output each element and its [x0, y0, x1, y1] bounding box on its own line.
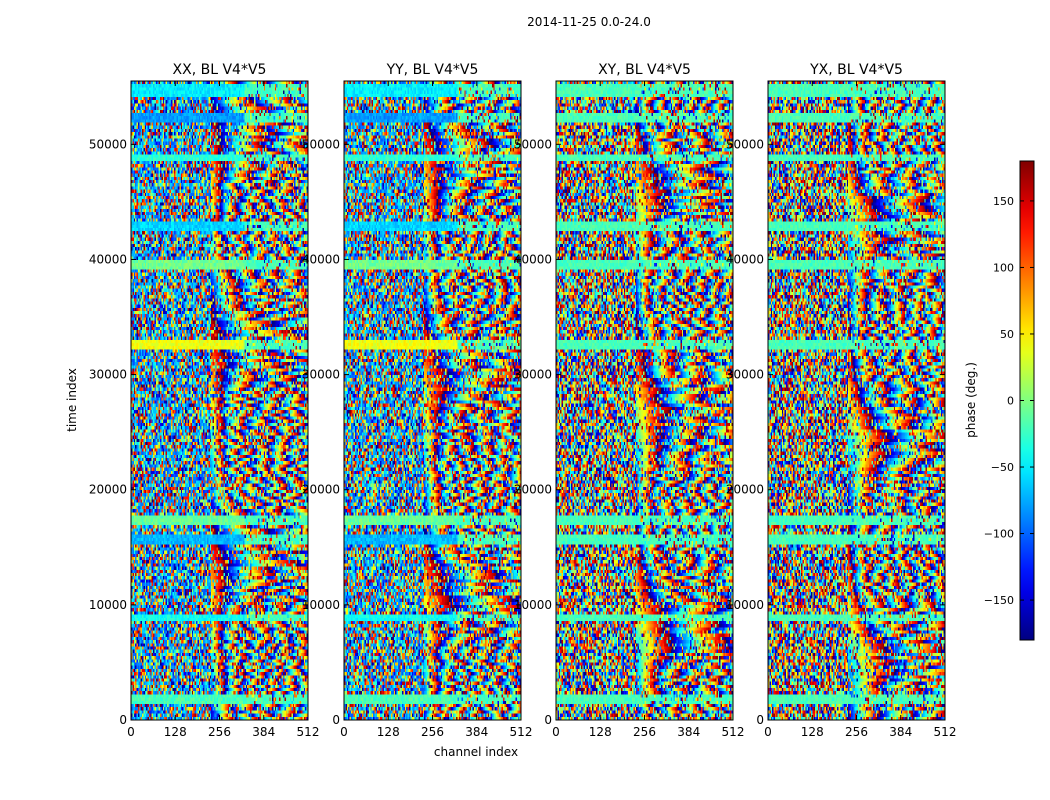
x-tick-label: 256	[208, 725, 231, 739]
x-tick-label: 256	[633, 725, 656, 739]
y-tick-label: 40000	[726, 252, 764, 266]
x-tick-label: 0	[340, 725, 348, 739]
heatmap-image-yy	[344, 81, 521, 720]
y-axis-label: time index	[65, 368, 79, 432]
y-tick-label: 10000	[514, 598, 552, 612]
colorbar-tick-label: 50	[1000, 328, 1014, 341]
panel-title: XX, BL V4*V5	[173, 62, 267, 78]
x-tick-label: 0	[127, 725, 135, 739]
panel-yx: YX, BL V4*V5 0 128 256 384 512 0 10000 20000 3000…	[726, 62, 957, 739]
colorbar-tick-label: −150	[984, 594, 1014, 607]
figure-suptitle: 2014-11-25 0.0-24.0	[527, 15, 651, 29]
x-tick-label: 256	[845, 725, 868, 739]
y-tick-label: 30000	[89, 368, 127, 382]
y-tick-label: 40000	[514, 252, 552, 266]
x-tick-label: 384	[252, 725, 275, 739]
colorbar: −150 −100 −50 0 50 100 150	[984, 160, 1035, 641]
colorbar-label: phase (deg.)	[964, 362, 978, 438]
panel-yy: YY, BL V4*V5 0 128 256 384 512 0 10000 20000 3000…	[302, 62, 533, 739]
y-tick-label: 0	[756, 713, 764, 727]
x-tick-label: 256	[421, 725, 444, 739]
panels-group: XX, BL V4*V5 0 128 256 384 512 0 10000 20000 3000…	[89, 62, 957, 739]
y-tick-label: 10000	[89, 598, 127, 612]
x-tick-label: 512	[722, 725, 745, 739]
y-tick-label: 0	[332, 713, 340, 727]
heatmap-image-xx	[131, 81, 308, 720]
y-tick-label: 0	[119, 713, 127, 727]
y-tick-label: 20000	[302, 483, 340, 497]
x-tick-label: 0	[764, 725, 772, 739]
panel-xy: XY, BL V4*V5 0 128 256 384 512 0 10000 20000 3000…	[514, 62, 745, 739]
colorbar-tick-label: −100	[984, 528, 1014, 541]
x-tick-label: 512	[510, 725, 533, 739]
x-tick-label: 512	[934, 725, 957, 739]
x-tick-label: 384	[677, 725, 700, 739]
y-tick-label: 50000	[726, 137, 764, 151]
panel-xx: XX, BL V4*V5 0 128 256 384 512 0 10000 20000 3000…	[89, 62, 320, 739]
x-tick-label: 128	[801, 725, 824, 739]
x-tick-label: 512	[297, 725, 320, 739]
x-tick-label: 128	[377, 725, 400, 739]
panel-title: YY, BL V4*V5	[386, 62, 479, 78]
y-tick-label: 10000	[302, 598, 340, 612]
y-tick-label: 20000	[89, 483, 127, 497]
heatmap-image-yx	[768, 81, 945, 720]
y-tick-label: 10000	[726, 598, 764, 612]
y-tick-label: 50000	[89, 137, 127, 151]
x-tick-label: 384	[889, 725, 912, 739]
y-tick-label: 30000	[302, 368, 340, 382]
panel-title: YX, BL V4*V5	[809, 62, 903, 78]
x-tick-label: 128	[164, 725, 187, 739]
y-tick-label: 50000	[302, 137, 340, 151]
colorbar-tick-label: 0	[1007, 395, 1014, 408]
y-tick-label: 40000	[89, 252, 127, 266]
x-tick-label: 384	[465, 725, 488, 739]
panel-title: XY, BL V4*V5	[598, 62, 691, 78]
y-tick-label: 40000	[302, 252, 340, 266]
y-tick-label: 20000	[726, 483, 764, 497]
y-tick-label: 0	[544, 713, 552, 727]
colorbar-tick-label: −50	[991, 461, 1014, 474]
y-tick-label: 30000	[514, 368, 552, 382]
y-tick-label: 50000	[514, 137, 552, 151]
y-tick-label: 30000	[726, 368, 764, 382]
heatmap-image-xy	[556, 81, 733, 720]
x-axis-label: channel index	[434, 745, 518, 759]
x-tick-label: 0	[552, 725, 560, 739]
colorbar-tick-label: 150	[993, 195, 1014, 208]
y-tick-label: 20000	[514, 483, 552, 497]
colorbar-tick-label: 100	[993, 261, 1014, 274]
x-tick-label: 128	[589, 725, 612, 739]
